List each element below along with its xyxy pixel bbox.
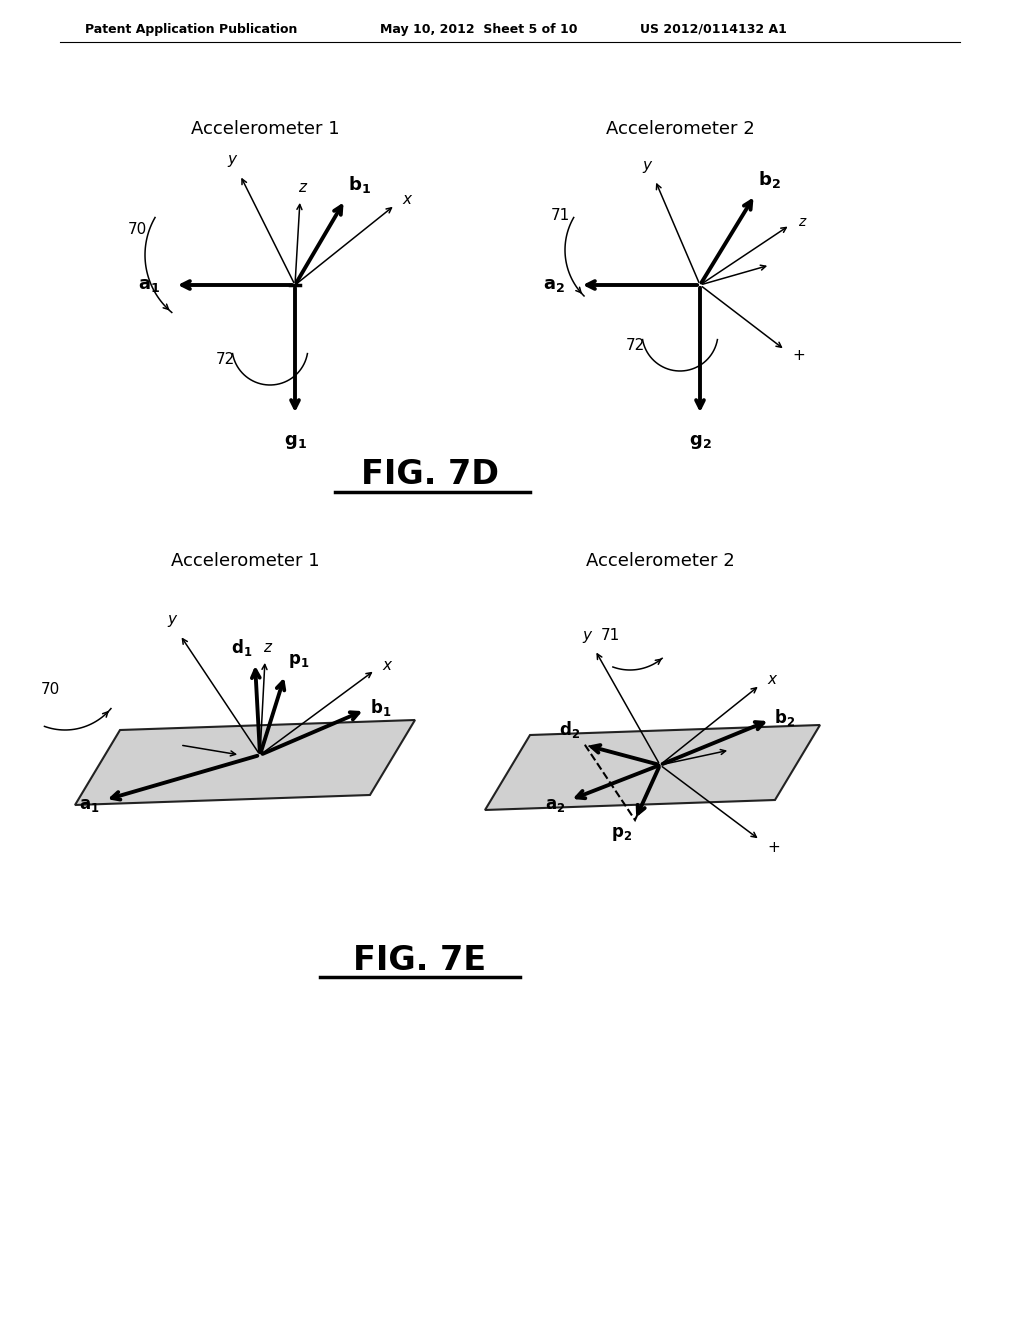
Text: $\mathbf{g_2}$: $\mathbf{g_2}$ bbox=[688, 433, 712, 451]
Text: y: y bbox=[583, 628, 592, 643]
Text: Patent Application Publication: Patent Application Publication bbox=[85, 22, 297, 36]
Text: $\mathbf{a_1}$: $\mathbf{a_1}$ bbox=[79, 796, 100, 814]
Text: $\mathbf{p_1}$: $\mathbf{p_1}$ bbox=[288, 652, 309, 671]
Text: 71: 71 bbox=[550, 207, 569, 223]
Text: +: + bbox=[767, 840, 779, 854]
Text: x: x bbox=[382, 657, 391, 672]
Text: z: z bbox=[298, 180, 306, 195]
Polygon shape bbox=[485, 725, 820, 810]
Text: z: z bbox=[798, 215, 805, 228]
Text: $\mathbf{b_2}$: $\mathbf{b_2}$ bbox=[758, 169, 781, 190]
Text: $\mathbf{d_1}$: $\mathbf{d_1}$ bbox=[230, 638, 252, 657]
Text: $\mathbf{d_2}$: $\mathbf{d_2}$ bbox=[559, 719, 580, 741]
Text: x: x bbox=[402, 193, 411, 207]
Text: 72: 72 bbox=[626, 338, 645, 352]
Text: 70: 70 bbox=[40, 682, 59, 697]
Text: y: y bbox=[227, 152, 237, 168]
Text: Accelerometer 1: Accelerometer 1 bbox=[190, 120, 339, 139]
Text: x: x bbox=[767, 672, 776, 688]
Text: z: z bbox=[263, 640, 271, 655]
Text: $\mathbf{a_1}$: $\mathbf{a_1}$ bbox=[138, 276, 160, 294]
Text: $\mathbf{g_1}$: $\mathbf{g_1}$ bbox=[284, 433, 306, 451]
Text: $\mathbf{p_2}$: $\mathbf{p_2}$ bbox=[611, 825, 632, 843]
Text: 70: 70 bbox=[127, 223, 146, 238]
Text: $\mathbf{a_2}$: $\mathbf{a_2}$ bbox=[543, 276, 565, 294]
Text: Accelerometer 2: Accelerometer 2 bbox=[605, 120, 755, 139]
Text: y: y bbox=[642, 158, 651, 173]
Text: 72: 72 bbox=[215, 352, 234, 367]
Text: $\mathbf{b_2}$: $\mathbf{b_2}$ bbox=[774, 706, 795, 727]
Text: $\mathbf{b_1}$: $\mathbf{b_1}$ bbox=[348, 174, 371, 195]
Text: May 10, 2012  Sheet 5 of 10: May 10, 2012 Sheet 5 of 10 bbox=[380, 22, 578, 36]
Text: y: y bbox=[168, 612, 176, 627]
Text: $\mathbf{a_2}$: $\mathbf{a_2}$ bbox=[545, 796, 565, 814]
Text: US 2012/0114132 A1: US 2012/0114132 A1 bbox=[640, 22, 786, 36]
Text: +: + bbox=[792, 347, 805, 363]
Text: FIG. 7D: FIG. 7D bbox=[361, 458, 499, 491]
Text: FIG. 7E: FIG. 7E bbox=[353, 944, 486, 977]
Text: Accelerometer 2: Accelerometer 2 bbox=[586, 552, 734, 570]
Text: $\mathbf{b_1}$: $\mathbf{b_1}$ bbox=[370, 697, 391, 718]
Text: Accelerometer 1: Accelerometer 1 bbox=[171, 552, 319, 570]
Text: 71: 71 bbox=[600, 627, 620, 643]
Polygon shape bbox=[75, 719, 415, 805]
